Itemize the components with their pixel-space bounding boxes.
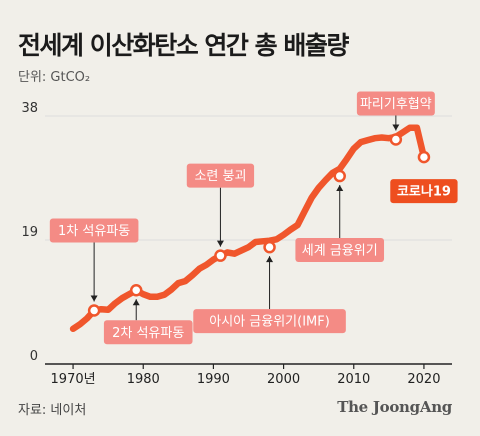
- x-tick-label: 2020: [407, 372, 440, 387]
- annotation-box: [356, 91, 435, 116]
- annotation-box: [103, 320, 193, 345]
- source-note: 자료: 네이처: [18, 403, 87, 418]
- y-tick-label: 38: [21, 101, 38, 116]
- annotation-box: [390, 179, 458, 204]
- x-tick-label: 1980: [127, 372, 160, 387]
- annotation-marker: [87, 304, 101, 317]
- x-tick-label: 1970년: [51, 372, 96, 387]
- annotation-leaders: [90, 115, 400, 321]
- annotation-marker: [333, 169, 346, 183]
- annotation-box: [49, 218, 139, 243]
- annotation-label: 2차 석유파동: [112, 326, 184, 341]
- annotation-marker: [214, 249, 227, 262]
- annotation-label: 소련 붕괴: [194, 169, 246, 184]
- chart-title: 전세계 이산화탄소 연간 총 배출량: [18, 31, 349, 60]
- y-tick-label: 19: [21, 225, 38, 240]
- annotation-arrowhead: [132, 299, 140, 306]
- x-tick-label: 2000: [267, 372, 300, 387]
- annotation-label: 세계 금융위기: [302, 244, 378, 259]
- unit-label: 단위: GtCO₂: [18, 70, 91, 85]
- annotation-marker: [389, 133, 403, 146]
- publisher-logo: The JoongAng: [337, 398, 452, 416]
- annotation-marker: [417, 150, 431, 164]
- annotation-box: [193, 309, 346, 334]
- annotation-box: [186, 163, 255, 188]
- annotation-arrowhead: [90, 295, 98, 302]
- annotation-label: 1차 석유파동: [58, 224, 130, 239]
- annotation-arrowhead: [336, 185, 344, 192]
- annotation-arrowhead: [266, 256, 274, 263]
- annotation-arrowhead: [216, 240, 224, 247]
- annotation-label: 아시아 금융위기(IMF): [209, 315, 330, 330]
- annotation-label: 파리기후협약: [360, 97, 432, 112]
- annotation-box: [295, 238, 385, 263]
- annotation-arrowhead: [392, 124, 400, 131]
- x-tick-label: 1990: [197, 372, 230, 387]
- y-tick-label: 0: [30, 349, 38, 364]
- x-tick-label: 2010: [337, 372, 370, 387]
- annotation-marker: [263, 240, 276, 254]
- axes: 0 19 38 1970년 1980 1990 2000 2010 2020: [21, 101, 452, 387]
- annotation-marker: [129, 284, 143, 297]
- annotation-label: 코로나19: [397, 184, 451, 200]
